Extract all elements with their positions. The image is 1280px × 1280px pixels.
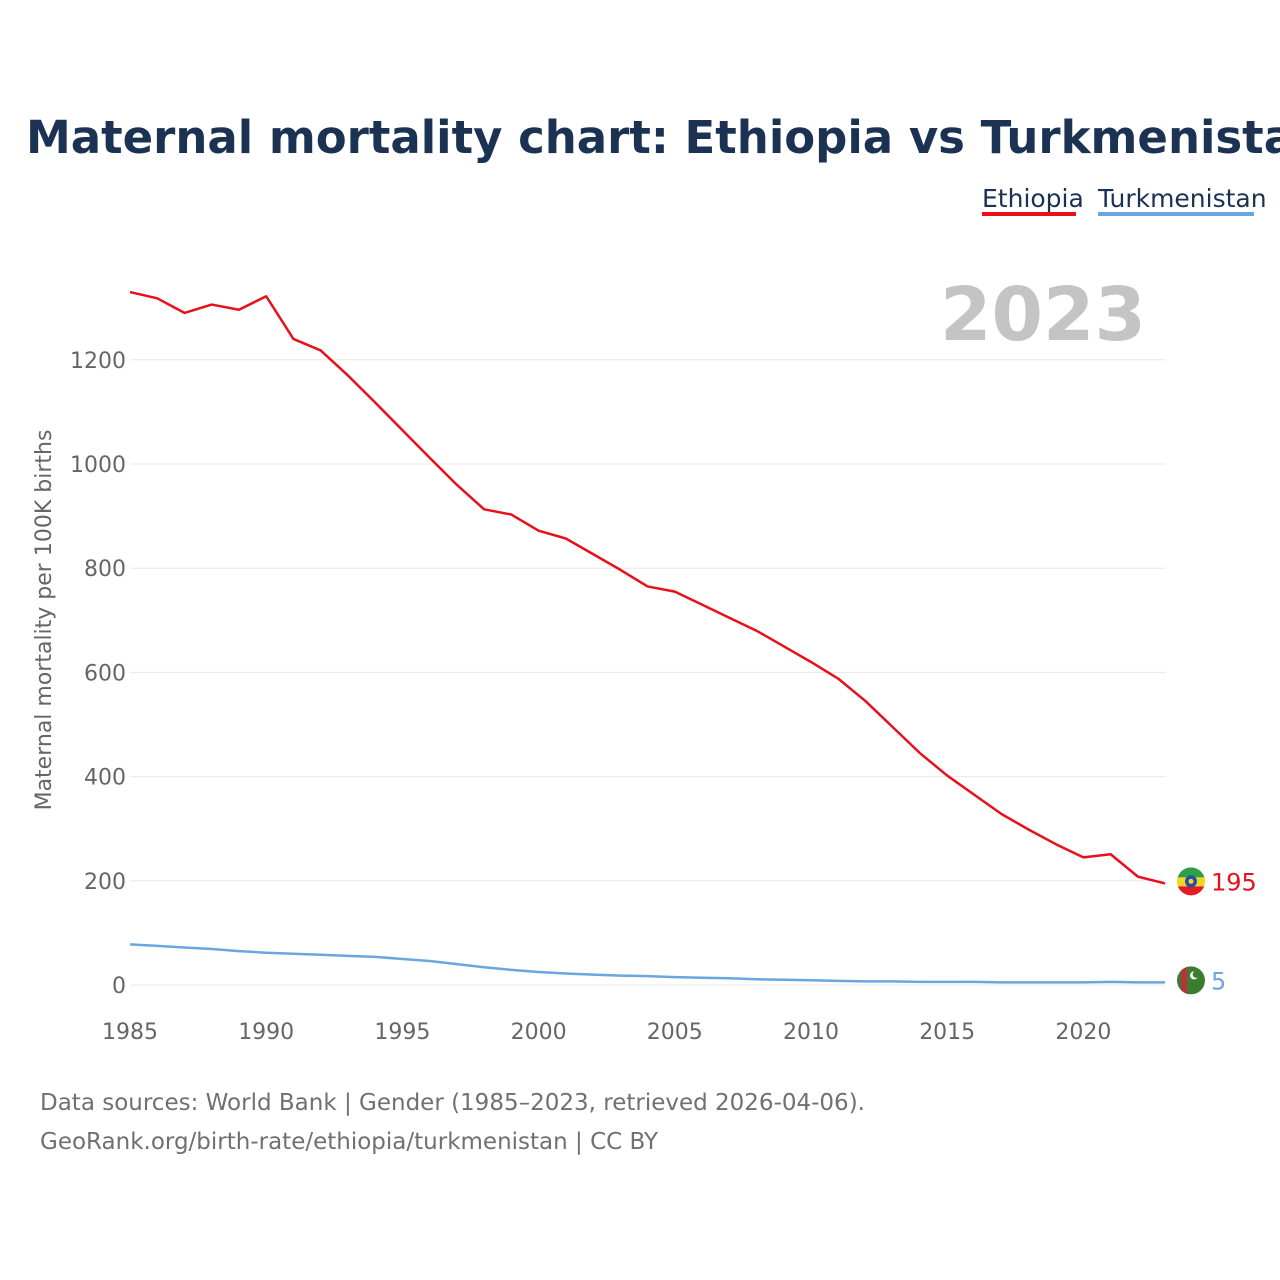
y-tick-label: 1000 (70, 453, 126, 478)
y-tick-label: 800 (84, 557, 126, 582)
chart-title: Maternal mortality chart: Ethiopia vs Tu… (26, 111, 1280, 164)
legend-swatch-turkmenistan (1098, 212, 1254, 216)
end-value-ethiopia: 195 (1211, 868, 1257, 896)
y-tick-label: 600 (84, 661, 126, 686)
chart-svg: Maternal mortality chart: Ethiopia vs Tu… (0, 0, 1280, 1280)
x-tick-label: 2005 (647, 1020, 703, 1045)
x-tick-label: 2010 (783, 1020, 839, 1045)
x-tick-label: 2020 (1055, 1020, 1111, 1045)
year-label: 2023 (940, 272, 1146, 358)
source-note: Data sources: World Bank | Gender (1985–… (40, 1090, 865, 1116)
y-axis-ticks: 0 200 400 600 800 1000 1200 (70, 349, 126, 999)
x-axis-ticks: 1985 1990 1995 2000 2005 2010 2015 2020 (102, 1020, 1111, 1045)
legend-item-ethiopia[interactable]: Ethiopia (982, 184, 1084, 216)
y-axis-label: Maternal mortality per 100K births (32, 430, 57, 811)
legend-label-ethiopia[interactable]: Ethiopia (982, 184, 1084, 213)
x-tick-label: 1995 (374, 1020, 430, 1045)
series-line-ethiopia[interactable] (130, 292, 1165, 883)
end-value-turkmenistan: 5 (1211, 967, 1226, 995)
y-tick-label: 400 (84, 766, 126, 791)
x-tick-label: 2000 (511, 1020, 567, 1045)
ethiopia-flag-icon (1177, 867, 1205, 896)
series-line-turkmenistan[interactable] (130, 944, 1165, 982)
legend-label-turkmenistan[interactable]: Turkmenistan (1097, 184, 1267, 213)
legend: Ethiopia Turkmenistan (982, 184, 1267, 216)
source-link[interactable]: GeoRank.org/birth-rate/ethiopia/turkmeni… (40, 1129, 659, 1155)
x-tick-label: 2015 (919, 1020, 975, 1045)
turkmenistan-flag-icon (1177, 966, 1205, 994)
x-tick-label: 1985 (102, 1020, 158, 1045)
y-tick-label: 200 (84, 870, 126, 895)
gridlines (130, 360, 1166, 985)
series-lines (130, 292, 1165, 982)
legend-item-turkmenistan[interactable]: Turkmenistan (1097, 184, 1267, 216)
x-tick-label: 1990 (238, 1020, 294, 1045)
legend-swatch-ethiopia (982, 212, 1076, 216)
y-tick-label: 1200 (70, 349, 126, 374)
y-tick-label: 0 (112, 974, 126, 999)
